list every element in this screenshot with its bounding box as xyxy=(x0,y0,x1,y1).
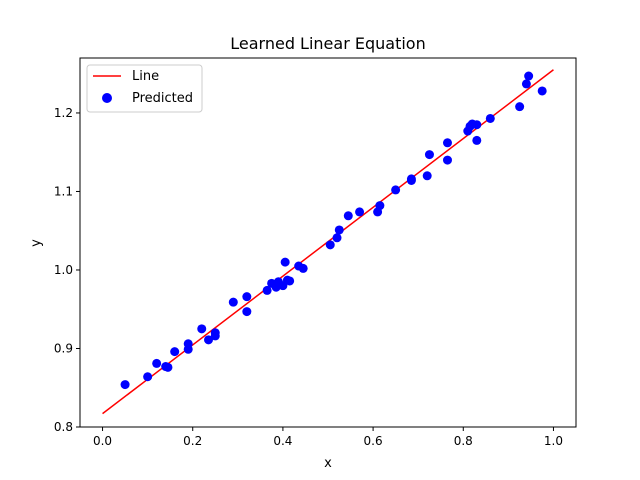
y-tick-label: 0.9 xyxy=(54,341,73,355)
data-point xyxy=(375,201,385,211)
data-point xyxy=(406,174,416,184)
data-point xyxy=(524,71,534,81)
data-point xyxy=(424,150,434,160)
data-point xyxy=(332,233,342,243)
legend-marker-predicted xyxy=(102,93,112,103)
x-tick-label: 1.0 xyxy=(544,434,563,448)
data-point xyxy=(515,102,525,112)
data-point xyxy=(280,257,290,267)
data-point xyxy=(355,207,365,217)
y-axis-label: y xyxy=(29,239,44,247)
data-point xyxy=(325,240,335,250)
x-tick-label: 0.4 xyxy=(273,434,292,448)
plot-area: 0.0 0.2 0.4 0.6 0.8 1.0 0.8 0.9 1.0 1.1 1.2 xyxy=(54,57,577,448)
data-point xyxy=(285,276,295,286)
axes-frame xyxy=(79,57,577,428)
data-point xyxy=(472,135,482,145)
data-point xyxy=(228,297,238,307)
data-point xyxy=(242,292,252,302)
data-point xyxy=(537,86,547,96)
data-point xyxy=(143,372,153,382)
data-point xyxy=(442,138,452,148)
data-point xyxy=(485,113,495,123)
data-point xyxy=(204,335,214,345)
x-axis-label: x xyxy=(324,456,332,471)
data-point xyxy=(334,225,344,235)
data-point xyxy=(343,211,353,221)
data-point xyxy=(422,171,432,181)
data-point xyxy=(210,328,220,338)
data-point xyxy=(152,358,162,368)
data-point xyxy=(120,380,130,390)
x-tick-label: 0.2 xyxy=(183,434,202,448)
chart-title: Learned Linear Equation xyxy=(230,34,425,53)
data-point xyxy=(262,285,272,295)
y-tick-label: 1.0 xyxy=(54,263,73,277)
data-point xyxy=(170,347,180,357)
y-tick-label: 0.8 xyxy=(54,420,73,434)
data-point xyxy=(442,155,452,165)
data-point xyxy=(183,339,193,349)
data-point xyxy=(391,185,401,195)
y-tick-label: 1.2 xyxy=(54,106,73,120)
legend: Line Predicted xyxy=(86,64,203,113)
data-point xyxy=(197,324,207,334)
x-tick-label: 0.0 xyxy=(93,434,112,448)
x-tick-label: 0.6 xyxy=(364,434,383,448)
y-tick-label: 1.1 xyxy=(54,184,73,198)
data-point xyxy=(242,307,252,317)
data-point xyxy=(472,120,482,130)
data-point xyxy=(521,79,531,89)
data-point xyxy=(298,263,308,273)
x-tick-label: 0.8 xyxy=(454,434,473,448)
data-point xyxy=(163,362,173,372)
legend-label-line: Line xyxy=(132,69,159,84)
legend-label-predicted: Predicted xyxy=(132,91,193,106)
